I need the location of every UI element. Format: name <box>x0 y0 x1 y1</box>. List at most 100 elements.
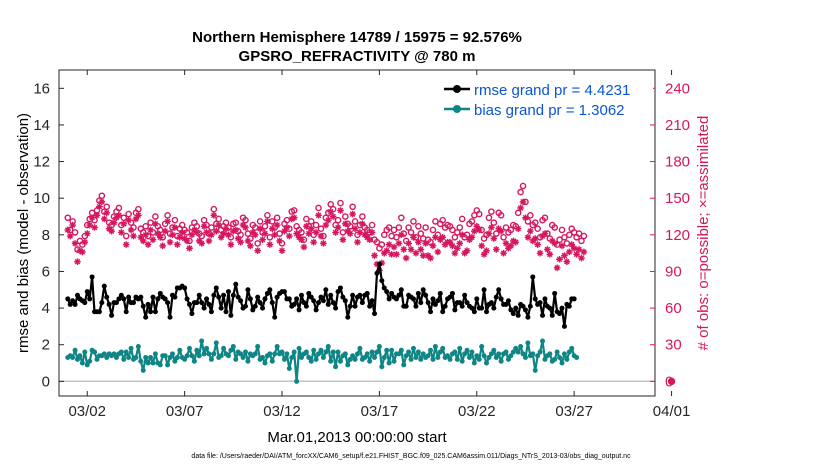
possible-obs-marker <box>254 240 261 247</box>
assimilated-obs-marker <box>220 230 227 237</box>
rmse-point <box>199 300 205 306</box>
rmse-point <box>462 292 468 298</box>
bias-point <box>245 358 251 364</box>
assimilated-obs-marker <box>178 229 186 236</box>
assimilated-obs-marker <box>363 233 371 241</box>
bias-point <box>143 355 149 361</box>
bias-point <box>535 353 541 359</box>
possible-obs-marker <box>566 231 573 239</box>
possible-obs-marker <box>142 222 149 230</box>
bias-point <box>228 347 234 353</box>
rmse-point <box>510 311 516 317</box>
rmse-point <box>233 281 239 287</box>
possible-obs-marker <box>527 211 534 219</box>
y-left-tick-label: 0 <box>42 373 50 390</box>
assimilated-obs-marker <box>342 220 349 228</box>
assimilated-obs-marker <box>451 249 459 257</box>
x-tick-label: 03/27 <box>555 403 593 420</box>
possible-obs-marker <box>558 226 566 234</box>
bias-point <box>186 345 192 351</box>
assimilated-obs-marker <box>510 237 517 245</box>
rmse-point <box>491 305 497 311</box>
assimilated-obs-marker <box>415 238 422 246</box>
bias-point <box>333 364 339 370</box>
possible-obs-marker <box>237 231 244 239</box>
assimilated-obs-marker <box>434 248 442 256</box>
rmse-point <box>162 296 168 302</box>
bias-point <box>252 351 258 357</box>
bias-point <box>70 355 76 361</box>
rmse-point <box>121 296 127 302</box>
bias-point <box>401 362 407 368</box>
bias-point <box>432 344 438 350</box>
bias-point <box>454 356 460 362</box>
assimilated-obs-marker <box>64 226 72 234</box>
bias-point <box>462 351 468 357</box>
rmse-point <box>109 312 115 318</box>
bias-point <box>552 356 558 362</box>
rmse-point <box>459 303 465 309</box>
rmse-point <box>449 290 455 296</box>
possible-obs-marker <box>349 203 356 211</box>
assimilated-obs-marker <box>181 235 188 242</box>
possible-obs-marker <box>578 237 585 245</box>
rmse-point <box>306 290 312 296</box>
bias-point <box>513 345 519 351</box>
assimilated-obs-marker <box>351 225 359 233</box>
assimilated-obs-marker <box>315 211 322 219</box>
assimilated-obs-marker <box>324 216 332 224</box>
bias-point <box>323 349 329 355</box>
possible-obs-marker <box>339 229 347 236</box>
bias-point <box>352 356 358 362</box>
possible-obs-marker <box>395 224 403 231</box>
possible-obs-marker <box>115 204 123 212</box>
assimilated-obs-marker <box>122 241 130 248</box>
bias-point <box>84 362 90 368</box>
bias-point <box>522 355 528 361</box>
bias-point <box>121 356 127 362</box>
rmse-point <box>496 287 502 293</box>
rmse-point <box>101 283 107 289</box>
assimilated-obs-marker <box>497 227 505 235</box>
possible-obs-marker <box>342 213 349 220</box>
rmse-point <box>143 314 149 320</box>
rmse-point <box>342 298 348 304</box>
rmse-point <box>413 303 419 309</box>
assimilated-obs-marker <box>256 225 264 233</box>
rmse-point <box>428 309 434 315</box>
assimilated-obs-marker <box>573 251 580 258</box>
assimilated-obs-marker <box>390 243 398 251</box>
bias-point <box>311 347 317 353</box>
rmse-point <box>337 285 343 291</box>
assimilated-obs-marker <box>531 235 539 242</box>
x-tick-label: 03/22 <box>458 403 496 420</box>
rmse-point <box>325 301 331 307</box>
bias-point <box>269 358 275 364</box>
assimilated-obs-marker <box>108 227 115 235</box>
bias-point <box>199 338 205 344</box>
assimilated-obs-marker <box>548 237 556 245</box>
bias-point <box>191 358 197 364</box>
assimilated-obs-marker <box>383 247 391 255</box>
bias-point <box>381 355 387 361</box>
bias-point <box>221 345 227 351</box>
rmse-point <box>184 296 190 302</box>
assimilated-obs-marker <box>237 238 244 246</box>
y-right-tick-label: 60 <box>665 300 682 317</box>
assimilated-obs-marker <box>208 231 215 239</box>
possible-obs-marker <box>103 203 111 211</box>
bias-point <box>530 351 536 357</box>
assimilated-obs-marker <box>366 236 373 244</box>
possible-obs-marker <box>171 216 179 224</box>
assimilated-obs-marker <box>519 198 527 206</box>
possible-obs-marker <box>427 238 434 246</box>
possible-obs-marker <box>71 229 79 236</box>
rmse-point <box>488 300 494 306</box>
possible-obs-marker <box>98 192 106 200</box>
rmse-point <box>208 309 214 315</box>
y-axis-left-label: rmse and bias (model - observation) <box>15 113 32 353</box>
assimilated-obs-marker <box>436 236 444 244</box>
bias-point <box>466 355 472 361</box>
y-right-tick-label: 120 <box>665 227 690 244</box>
rmse-point <box>386 296 392 302</box>
